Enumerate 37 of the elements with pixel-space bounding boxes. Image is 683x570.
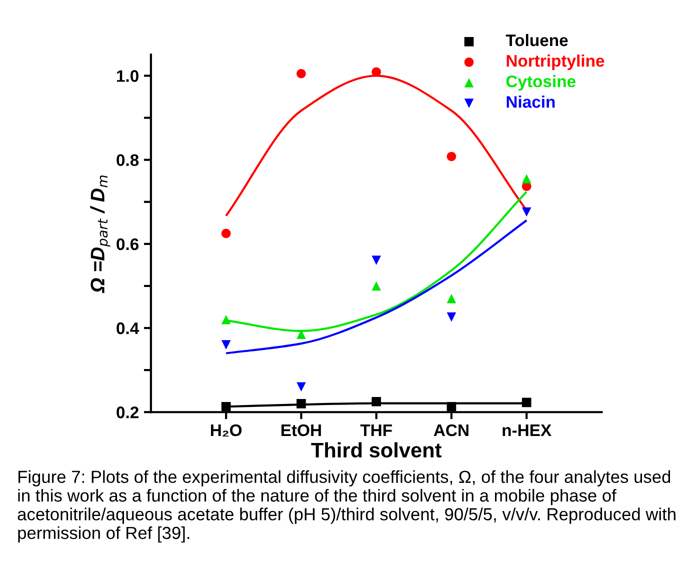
caption: Figure 7: Plots of the experimental diffusivity coefficients, Ω, of the four analytes used in this work as a function of the nature of the third solvent in a mobile phase of acetonitrile/aqueous acetate buffer (pH 5)/third solvent, 90/5/5, v/v/v. Reproduced with permission of Ref [39]. — [18, 470, 676, 543]
x-tick-label: n-HEX — [502, 424, 552, 436]
legend-label: Toluene — [506, 34, 568, 46]
point — [296, 68, 306, 78]
legend-label: Niacin — [506, 96, 555, 108]
point — [296, 382, 306, 392]
x-tick-label: ACN — [434, 424, 468, 436]
point — [522, 398, 532, 408]
x-tick-label: EtOH — [281, 424, 321, 436]
point — [372, 256, 381, 265]
line-series — [225, 219, 528, 354]
point — [446, 294, 456, 304]
point — [522, 207, 532, 217]
point — [372, 281, 381, 291]
point — [221, 340, 231, 350]
point — [522, 174, 532, 184]
point — [446, 152, 456, 162]
legend-label: Nortriptyline — [506, 54, 604, 70]
y-axis-title: Ω =D$_{part}$ / D$_{m}$ — [90, 176, 110, 294]
y-tick-label: 0.8 — [116, 154, 139, 166]
y-tick-label: 0.6 — [116, 238, 139, 250]
x-tick-label: THF — [360, 424, 392, 436]
point — [221, 228, 231, 238]
point — [372, 396, 381, 406]
point — [446, 312, 456, 322]
point — [296, 399, 306, 408]
point — [221, 314, 231, 324]
y-tick-label: 1.0 — [117, 70, 138, 82]
legend-label: Cytosine — [506, 75, 576, 91]
x-tick-label: H₂O — [210, 424, 242, 437]
x-axis-title: Third solvent — [311, 442, 442, 458]
point — [296, 330, 306, 339]
point — [372, 67, 381, 77]
point — [221, 402, 231, 412]
y-tick-label: 0.2 — [116, 406, 138, 418]
point — [446, 402, 456, 412]
y-tick-label: 0.4 — [116, 322, 140, 334]
